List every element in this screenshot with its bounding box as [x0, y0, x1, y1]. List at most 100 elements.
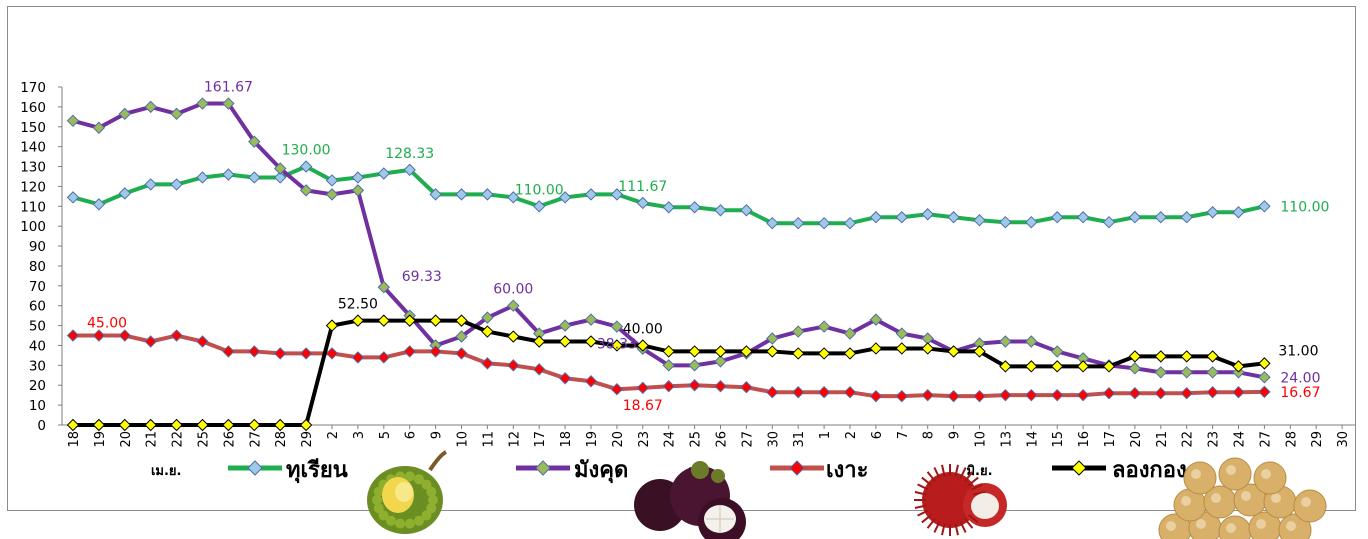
- data-point: [1050, 360, 1064, 373]
- legend-marker: [535, 460, 551, 476]
- data-point: [1050, 345, 1064, 358]
- data-point: [869, 342, 883, 355]
- data-point: [170, 178, 183, 191]
- data-point: [584, 375, 598, 388]
- data-point: [1206, 385, 1219, 399]
- x-tick-label: 29: [1310, 431, 1325, 448]
- data-point: [118, 107, 132, 121]
- data-point: [222, 345, 235, 358]
- data-point: [1128, 211, 1142, 224]
- data-point: [740, 345, 753, 358]
- data-point: [843, 385, 857, 399]
- data-point: [869, 313, 883, 326]
- data-point: [299, 347, 313, 360]
- data-label: 52.50: [338, 297, 378, 313]
- data-point: [791, 216, 805, 230]
- data-point: [325, 347, 339, 360]
- data-label: 45.00: [87, 316, 127, 332]
- data-point: [766, 345, 779, 358]
- data-point: [299, 184, 313, 197]
- data-point: [481, 325, 494, 338]
- data-point: [662, 345, 675, 358]
- data-point: [766, 216, 779, 230]
- data-point: [118, 187, 132, 200]
- data-point: [222, 168, 235, 181]
- y-tick-label: 110: [20, 199, 46, 215]
- data-point: [481, 357, 494, 370]
- data-label: 130.00: [282, 143, 331, 159]
- x-tick-label: 20: [119, 431, 134, 448]
- data-point: [92, 329, 106, 342]
- data-point: [299, 418, 313, 432]
- data-point: [1025, 360, 1038, 373]
- legend-marker: [1071, 460, 1087, 476]
- data-point: [791, 325, 805, 338]
- data-point: [1154, 366, 1168, 379]
- data-point: [144, 178, 157, 191]
- data-point: [1128, 350, 1142, 363]
- x-tick-label: 2: [326, 431, 341, 439]
- data-point: [1206, 206, 1219, 219]
- x-tick-label: 16: [1077, 431, 1092, 448]
- x-tick-label: 25: [689, 431, 704, 448]
- data-point: [273, 347, 287, 360]
- data-point: [584, 188, 598, 201]
- data-point: [610, 188, 624, 201]
- data-point: [455, 347, 468, 360]
- data-point: [999, 215, 1012, 229]
- data-point: [455, 314, 468, 327]
- data-point: [481, 311, 494, 324]
- data-point: [273, 162, 287, 175]
- data-point: [714, 204, 727, 217]
- data-point: [507, 330, 520, 343]
- data-point: [455, 188, 468, 201]
- y-tick-label: 60: [29, 299, 46, 315]
- data-point: [66, 418, 80, 432]
- data-point: [766, 332, 779, 345]
- y-tick-label: 170: [20, 80, 46, 96]
- data-point: [1050, 211, 1064, 224]
- data-point: [921, 342, 934, 355]
- x-tick-label: 24: [663, 431, 678, 448]
- y-tick-label: 90: [29, 239, 46, 255]
- data-label: 111.67: [618, 179, 667, 195]
- data-point: [817, 216, 831, 230]
- y-tick-label: 160: [20, 100, 46, 116]
- data-point: [273, 418, 287, 432]
- data-point: [766, 385, 779, 399]
- x-tick-label: 14: [1025, 431, 1040, 448]
- data-point: [532, 363, 546, 376]
- data-point: [895, 211, 909, 224]
- data-point: [791, 385, 805, 399]
- data-point: [843, 347, 857, 360]
- x-tick-label: 21: [1155, 431, 1170, 448]
- data-point: [66, 114, 80, 128]
- data-point: [1025, 388, 1038, 402]
- legend-marker: [247, 460, 263, 476]
- data-point: [947, 211, 960, 224]
- data-point: [118, 329, 132, 342]
- legend-label: เงาะ: [826, 458, 868, 483]
- month-label: มิ.ย.: [966, 464, 992, 479]
- data-point: [144, 418, 157, 432]
- x-tick-label: 21: [145, 431, 160, 448]
- data-point: [791, 347, 805, 360]
- legend-label: มังคุด: [574, 458, 628, 484]
- data-point: [895, 327, 909, 340]
- x-tick-label: 26: [222, 431, 237, 448]
- data-point: [299, 160, 313, 173]
- data-label: 69.33: [402, 269, 442, 285]
- longkong-image: [1158, 457, 1327, 539]
- data-point: [222, 418, 235, 432]
- y-tick-label: 50: [29, 319, 46, 335]
- x-tick-label: 23: [1207, 431, 1222, 448]
- data-point: [351, 171, 365, 184]
- x-tick-label: 26: [715, 431, 730, 448]
- data-point: [558, 191, 572, 204]
- data-point: [662, 201, 675, 214]
- data-point: [429, 345, 442, 358]
- x-tick-label: 3: [352, 431, 367, 439]
- data-point: [843, 216, 857, 230]
- data-point: [740, 204, 753, 217]
- data-point: [869, 389, 883, 403]
